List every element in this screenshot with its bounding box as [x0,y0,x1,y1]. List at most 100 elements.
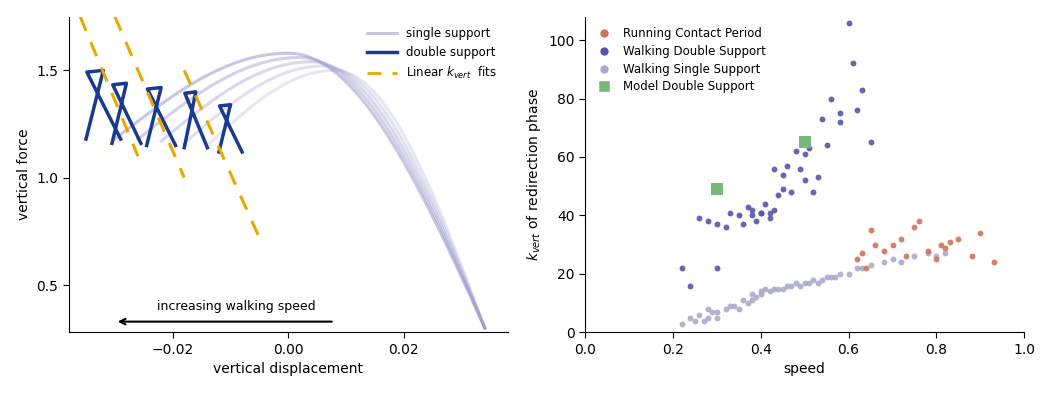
Point [756,285,773,292]
Point [823,274,839,280]
Point [708,309,725,315]
Point [726,303,743,309]
Point [774,285,791,292]
Point [748,218,765,224]
Point [827,274,844,280]
Point [730,306,747,312]
Point [734,297,751,303]
Point [673,265,690,271]
X-axis label: vertical displacement: vertical displacement [214,362,363,376]
Point [734,221,751,228]
Point [809,279,826,286]
Point [682,283,699,289]
Point [744,297,761,303]
Point [788,148,805,154]
Point [704,309,721,315]
Y-axis label: vertical force: vertical force [17,129,31,220]
Point [910,218,927,224]
Point [919,247,936,253]
Point [814,277,831,283]
Point [853,265,870,271]
Point [708,315,725,321]
Text: increasing walking speed: increasing walking speed [157,300,316,313]
Point [766,206,783,213]
Point [788,279,805,286]
Point [783,283,800,289]
Point [708,221,725,228]
Point [752,209,769,216]
Point [740,300,756,306]
Point [778,163,795,169]
Legend: single support, double support, Linear $k_{vert}$  fits: single support, double support, Linear $… [363,22,502,86]
Point [796,151,813,157]
Point [783,189,800,195]
Point [831,271,848,277]
Point [801,279,817,286]
Point [853,86,870,93]
Point [928,256,945,263]
Point [863,227,879,233]
Y-axis label: $k_{vert}$ of redirection phase: $k_{vert}$ of redirection phase [525,88,543,261]
Point [818,142,835,149]
Point [950,236,967,242]
Point [752,291,769,298]
Point [770,192,787,198]
Point [893,259,910,265]
Point [796,177,813,184]
Point [805,189,822,195]
Point [691,215,708,222]
Point [853,250,870,257]
Point [875,247,892,253]
Point [897,253,914,259]
Point [849,265,866,271]
Point [708,265,725,271]
Point [717,306,734,312]
Point [761,288,777,295]
Point [766,165,783,172]
Point [985,259,1002,265]
Point [964,253,980,259]
Point [717,224,734,230]
Point [884,256,901,263]
Point [919,250,936,257]
Point [937,244,954,251]
Point [937,250,954,257]
Point [774,171,791,178]
Point [792,283,809,289]
Point [823,95,839,102]
Point [875,259,892,265]
Point [831,110,848,116]
Point [928,253,945,259]
Point [778,283,795,289]
Point [748,294,765,300]
Point [744,206,761,213]
Point [857,265,874,271]
Point [906,224,923,230]
Point [809,174,826,180]
X-axis label: speed: speed [784,362,826,376]
Point [841,271,857,277]
Point [695,318,712,324]
Point [831,119,848,125]
Point [972,230,989,236]
Point [700,306,716,312]
Point [673,320,690,327]
Point [849,256,866,263]
Point [849,107,866,113]
Point [867,242,884,248]
Point [818,274,835,280]
Point [942,239,958,245]
Point [814,116,831,122]
Point [770,285,787,292]
Point [722,209,739,216]
Point [845,60,862,66]
Point [932,242,949,248]
Point [792,165,809,172]
Point [700,315,716,321]
Point [796,139,813,145]
Point [893,236,910,242]
Point [863,262,879,268]
Point [686,318,703,324]
Point [884,242,901,248]
Point [774,186,791,192]
